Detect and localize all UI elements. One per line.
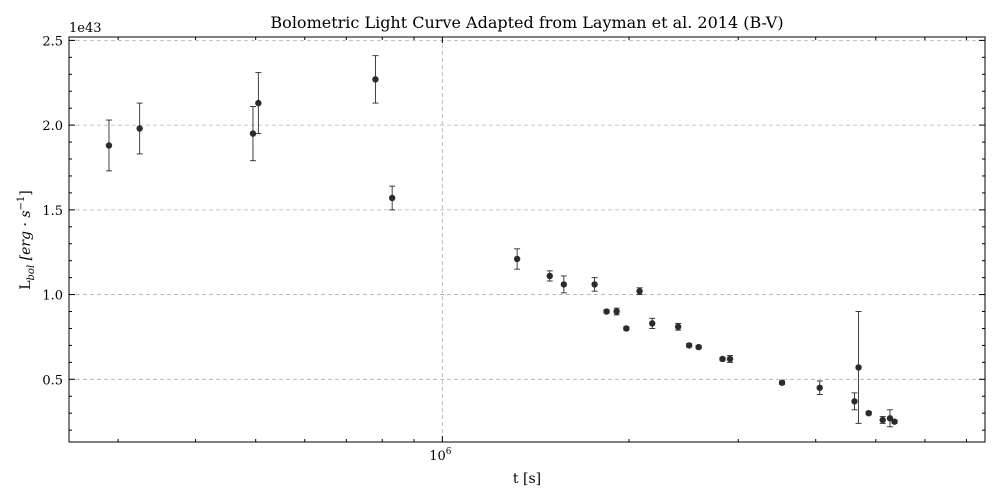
data-point [591, 281, 598, 288]
data-point [855, 364, 862, 371]
data-point [695, 343, 702, 351]
y-tick-label: 0.5 [42, 373, 63, 388]
data-point [685, 342, 693, 349]
data-point [674, 323, 682, 330]
data-point [136, 125, 143, 132]
grid-layer [69, 37, 985, 442]
data-point [865, 409, 872, 417]
data-point [778, 379, 786, 386]
data-point [560, 281, 568, 288]
y-tick-label: 1.5 [42, 204, 63, 219]
x-tick-label-exponent: 6 [446, 447, 452, 457]
y-tick-label: 2.5 [42, 34, 63, 49]
y-axis-label-unit: [erg · s [18, 210, 34, 264]
data-point [249, 130, 257, 137]
data-layer [105, 55, 898, 428]
data-point [255, 99, 262, 107]
x-tick-label: 106 [429, 447, 452, 464]
data-point [891, 418, 898, 425]
data-point [726, 355, 734, 363]
y-axis-label-unit-close: ] [18, 190, 34, 195]
y-tick-label: 2.0 [42, 119, 63, 134]
data-point [372, 76, 379, 83]
plot-frame [68, 36, 986, 443]
y-axis-label-base: L [18, 280, 34, 289]
data-point [513, 255, 521, 263]
x-axis-label: t [s] [513, 471, 541, 487]
data-point [388, 194, 396, 202]
data-point [851, 398, 858, 405]
data-point [636, 287, 643, 295]
data-point [613, 308, 620, 315]
data-point [623, 325, 630, 332]
y-offset-label: 1e43 [69, 21, 102, 36]
data-point [879, 416, 886, 424]
data-point [603, 308, 610, 315]
data-point [719, 355, 726, 363]
data-point [816, 384, 823, 391]
tick-layer: 0.5 1.0 1.5 2.0 2.5 106 [42, 34, 985, 464]
data-point [105, 142, 113, 149]
y-axis-label-unit-exp: −1 [16, 196, 27, 211]
chart-title: Bolometric Light Curve Adapted from Laym… [270, 13, 783, 32]
data-point [546, 272, 553, 280]
y-axis-label-sub: bol [26, 265, 37, 281]
x-tick-label-base: 10 [429, 449, 446, 464]
y-tick-label: 1.0 [42, 289, 63, 304]
data-point [649, 320, 656, 327]
y-axis-label: Lbol [erg · s−1] [16, 190, 37, 290]
